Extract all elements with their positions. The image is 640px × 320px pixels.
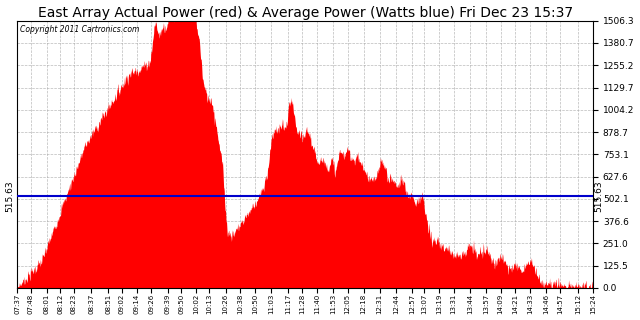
Text: 515.63: 515.63 [5, 180, 14, 212]
Title: East Array Actual Power (red) & Average Power (Watts blue) Fri Dec 23 15:37: East Array Actual Power (red) & Average … [38, 5, 573, 20]
Text: 515.63: 515.63 [595, 180, 604, 212]
Text: Copyright 2011 Cartronics.com: Copyright 2011 Cartronics.com [20, 25, 140, 34]
